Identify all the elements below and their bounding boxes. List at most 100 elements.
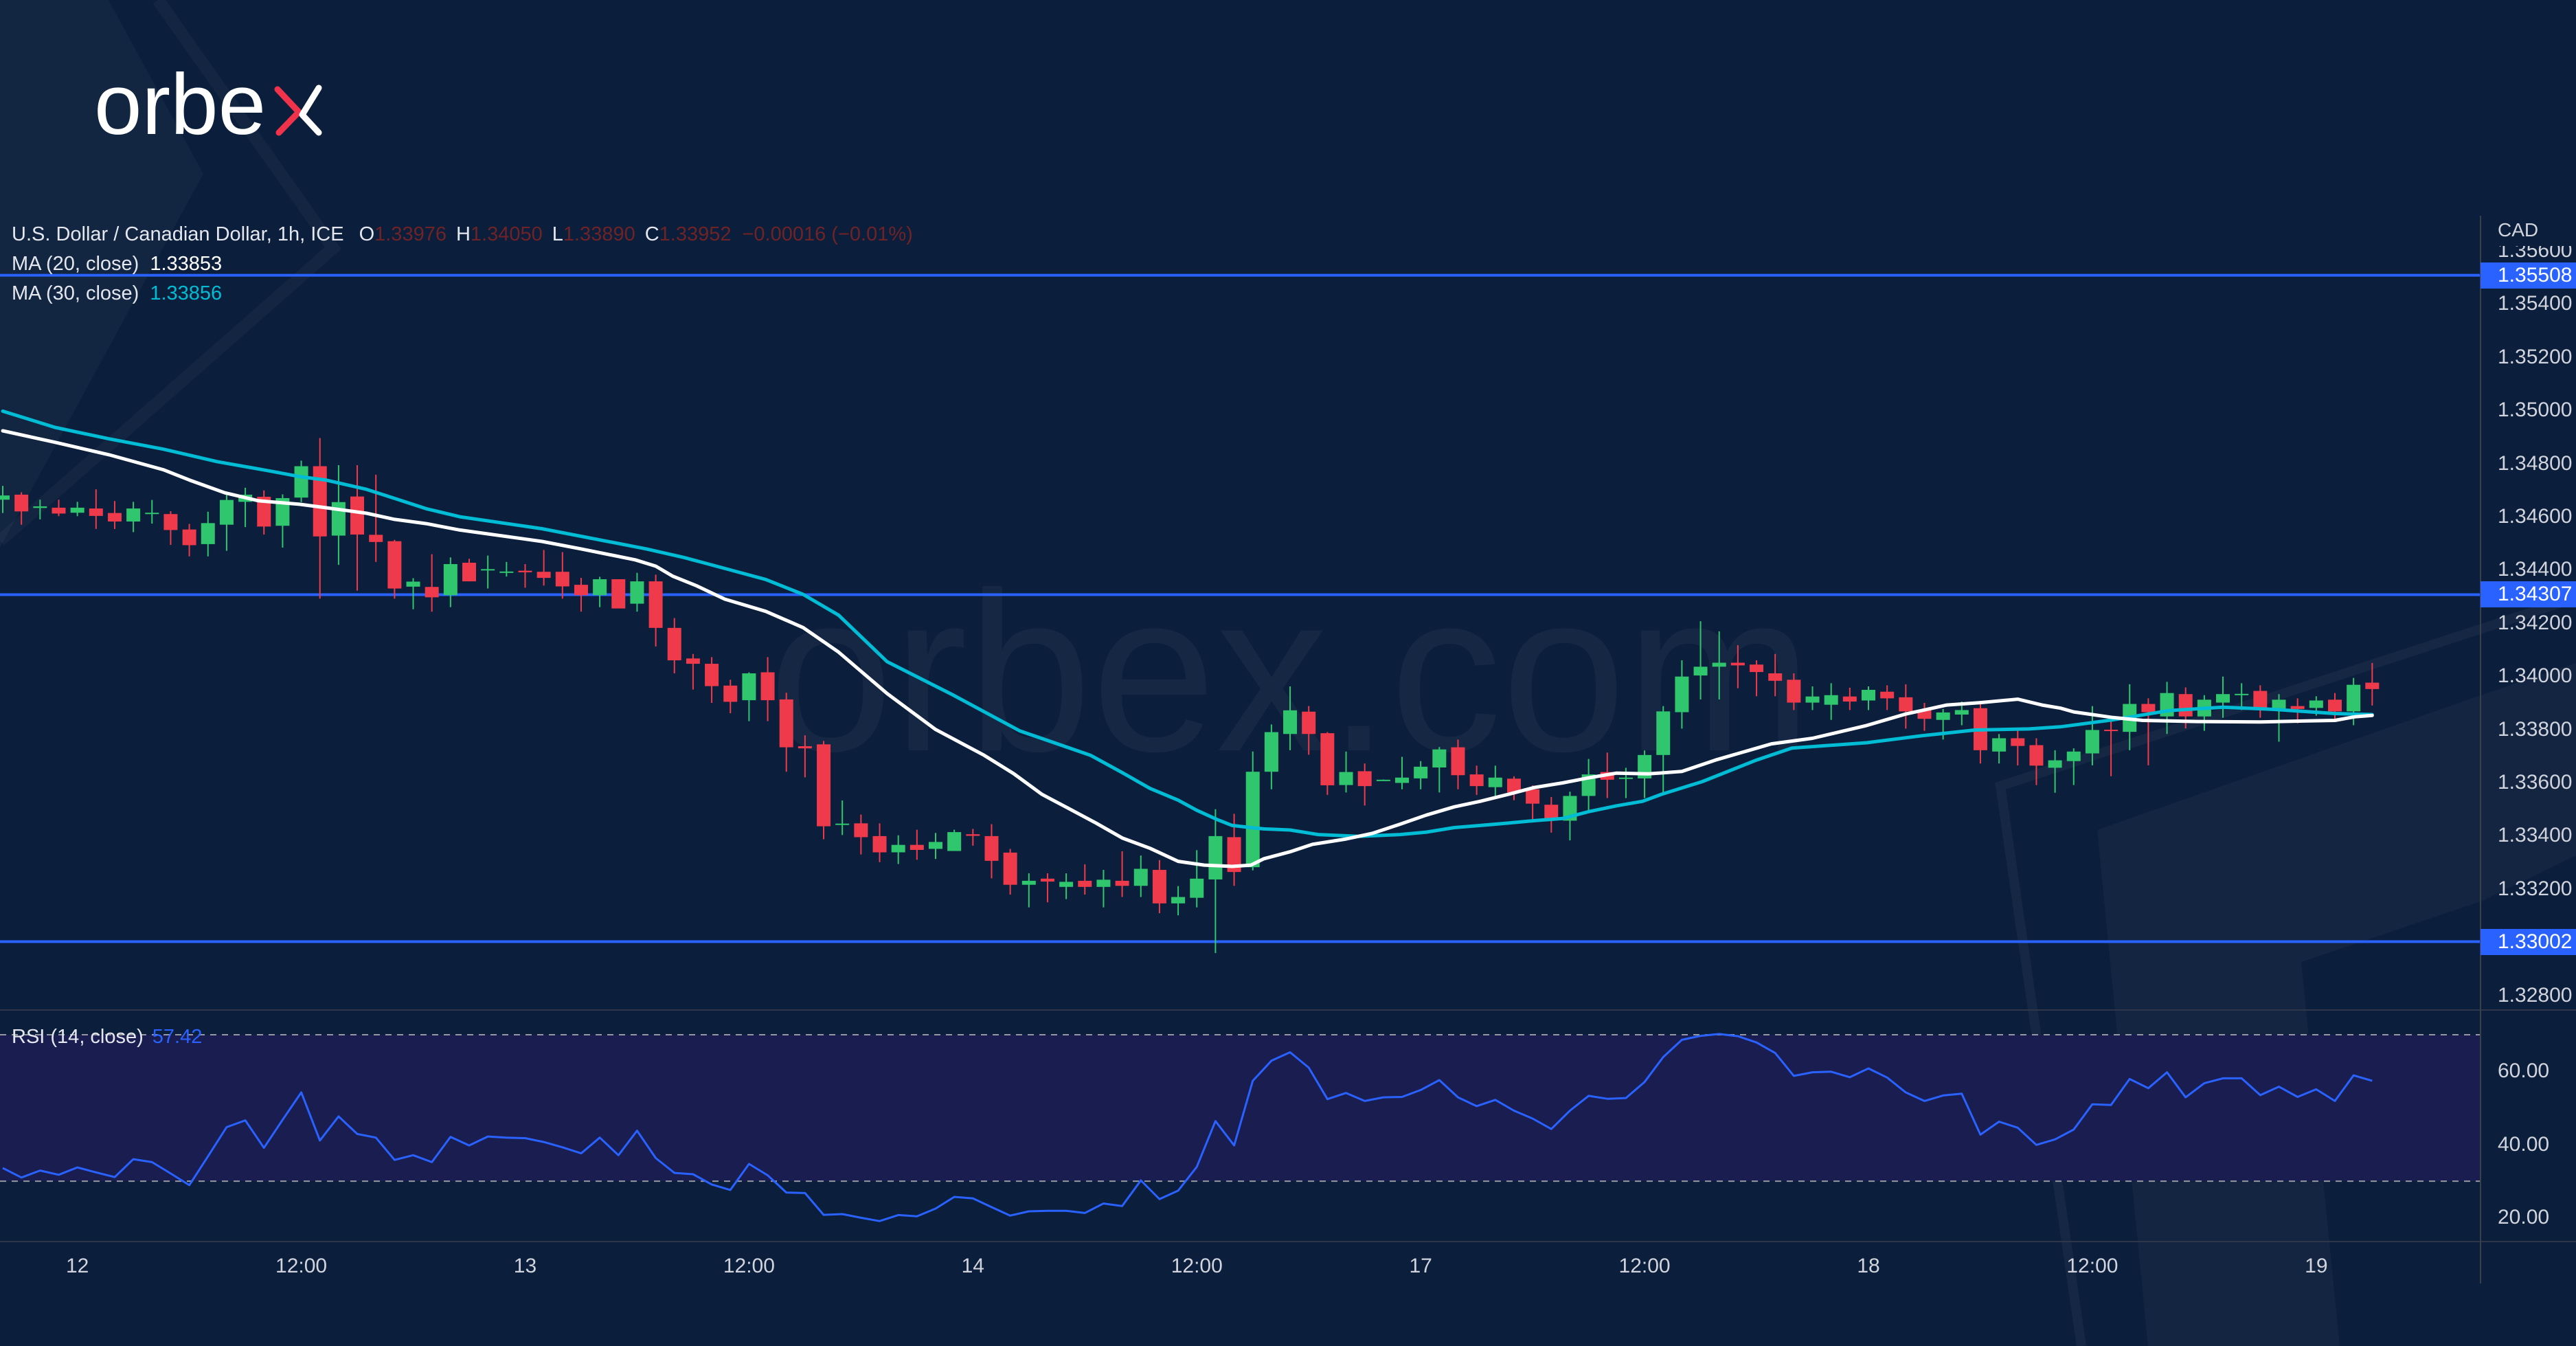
candle-body [667,627,681,661]
candle-body [518,570,532,572]
symbol-title: U.S. Dollar / Canadian Dollar, 1h, ICE [12,223,344,245]
price-pane-divider[interactable] [0,1009,2576,1011]
time-axis[interactable]: 12 12:00 13 12:00 14 12:00 17 12:00 18 12:00 19 [0,1242,2481,1283]
bearish-candle [779,693,793,772]
bearish-candle [760,657,775,721]
candle-body [1133,868,1148,886]
ma20-legend-row[interactable]: MA (20, close) 1.33853 [12,249,913,279]
time-axis-label: 12:00 [275,1255,328,1277]
price-axis[interactable]: 1.35600 1.35400 1.35200 1.35000 1.34800 1.346… [2481,246,2576,1009]
candle-body [1003,852,1017,885]
candle-body [686,658,700,664]
bullish-candle [1133,855,1148,897]
candle-body [947,832,962,851]
candle-body [294,466,308,498]
candle-body [1936,712,1950,720]
candle-body [574,585,588,596]
bearish-candle [52,500,66,517]
bearish-candle [2365,662,2380,706]
bearish-candle [1973,702,1987,764]
bearish-candle [1768,653,1783,697]
candle-body [406,581,420,587]
horizontal-line-price-label[interactable]: 1.34307 [2481,581,2576,608]
watermark-text: orbex.com [769,545,1812,798]
bearish-candle [1302,706,1316,755]
rsi-legend-row[interactable]: RSI (14, close) 57.42 [12,1022,202,1052]
bullish-candle [499,561,514,577]
horizontal-line-price-text: 1.35508 [2498,263,2573,287]
rsi-axis[interactable]: 60.00 40.00 20.00 [2481,1011,2576,1241]
candle-body [1992,738,2007,752]
candle-body [1824,695,1838,705]
candle-body [52,507,66,514]
rsi-axis-label: 40.00 [2498,1132,2550,1156]
bearish-candle [350,464,365,591]
candle-body [1544,805,1559,820]
rsi-pane-divider [0,1241,2576,1242]
candle-body [648,581,663,628]
rsi-label: RSI (14, close) [12,1026,144,1048]
candle-body [536,572,551,579]
bullish-candle [331,464,346,565]
currency-label: CAD [2498,219,2539,240]
candle-body [1954,710,1969,715]
low-key: L [552,223,563,245]
candle-body [593,579,607,596]
candle-body [1787,680,1801,703]
candle-body [2253,691,2268,708]
candle-body [1451,747,1465,776]
candle-body [1021,880,1036,885]
bullish-candle [294,460,308,502]
logo-x-mark-right [299,85,322,136]
rsi-band-fill [0,1034,2481,1182]
bearish-candle [1152,860,1166,914]
bullish-candle [2272,694,2286,742]
bearish-candle [1880,685,1895,710]
bearish-candle [14,492,29,525]
bullish-candle [145,500,159,524]
candle-body [2085,730,2099,754]
candle-body [425,587,439,598]
horizontal-line-price-label[interactable]: 1.33002 [2481,928,2576,955]
rsi-line [2,1033,2373,1222]
bearish-candle [667,618,681,674]
ma30-legend-row[interactable]: MA (30, close) 1.33856 [12,279,913,309]
candle-body [443,563,457,596]
candle-body [555,572,569,587]
ma20-line [1,429,2374,868]
horizontal-line-price-label[interactable]: 1.35508 [2481,262,2576,289]
bearish-candle [369,474,383,562]
bearish-candle [648,574,663,647]
bearish-candle [2141,698,2156,765]
candle-body [1750,664,1764,673]
bullish-candle [1190,850,1204,908]
candle-body [89,508,103,516]
bullish-candle [2048,750,2062,793]
bullish-candle [1992,734,2007,764]
candle-body [387,541,402,589]
candle-body [145,513,159,515]
bearish-candle [1899,684,1913,729]
bullish-candle [1339,751,1353,793]
bullish-candle [201,511,215,557]
bearish-candle [798,735,812,778]
bullish-candle [1283,686,1298,750]
price-axis-label: 1.34000 [2498,664,2573,688]
candle-body [462,563,476,582]
bearish-candle [1544,796,1559,833]
bearish-candle [257,490,271,535]
ma30-line [1,409,2374,838]
ma30-label: MA (30, close) [12,282,139,304]
bearish-candle [817,741,831,840]
candle-body [0,495,10,500]
candle-body [1693,666,1708,676]
chart-legend: U.S. Dollar / Canadian Dollar, 1h, ICE O1… [12,220,913,309]
symbol-legend-row[interactable]: U.S. Dollar / Canadian Dollar, 1h, ICE O1… [12,220,913,249]
bullish-candle [1395,756,1409,789]
candle-body [1469,774,1484,787]
candle-body [163,514,178,530]
bearish-candle [1526,785,1540,822]
price-axis-label: 1.35000 [2498,399,2573,422]
candle-body [1862,690,1875,701]
